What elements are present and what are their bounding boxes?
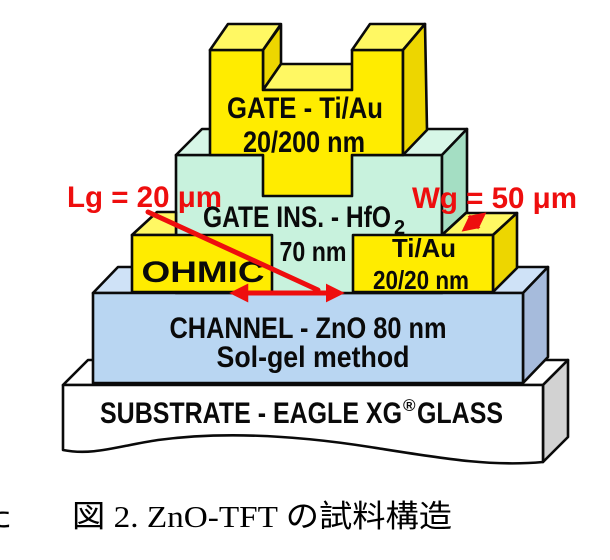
caption-left-fragment: た: [0, 499, 12, 534]
substrate-label-suffix: GLASS: [417, 397, 503, 430]
ohmic-label: OHMIC: [142, 256, 265, 289]
gate-length-pointer-line: [145, 209, 321, 293]
substrate-label: SUBSTRATE - EAGLE XG: [100, 397, 402, 430]
gate-insulator-subscript: 2: [394, 217, 405, 239]
gate-label: GATE - Ti/Au: [227, 92, 383, 125]
drain-front-face: [351, 233, 495, 294]
gate-thickness-label: 20/200 nm: [243, 126, 365, 159]
figure-caption: 図 2. ZnO-TFT の試料構造: [72, 499, 452, 534]
gate-top-face-left: [208, 22, 283, 52]
gate-length-label: Lg = 20 μm: [67, 181, 222, 214]
gate-insulator-label: GATE INS. - HfO: [203, 201, 391, 234]
gate-width-double-arrow: [461, 212, 487, 232]
gate-width-label: Wg = 50 μm: [412, 182, 577, 215]
substrate-registered-mark: ®: [403, 396, 416, 415]
drain-thickness-label: 20/20 nm: [373, 265, 469, 295]
substrate-front-face: [61, 383, 545, 465]
gate-insulator-thickness-label: 70 nm: [280, 236, 347, 267]
channel-label: CHANNEL - ZnO 80 nm: [170, 312, 447, 345]
gate-side-face: [401, 22, 429, 157]
drain-label: Ti/Au: [392, 233, 456, 263]
channel-method-label: Sol-gel method: [217, 341, 410, 374]
